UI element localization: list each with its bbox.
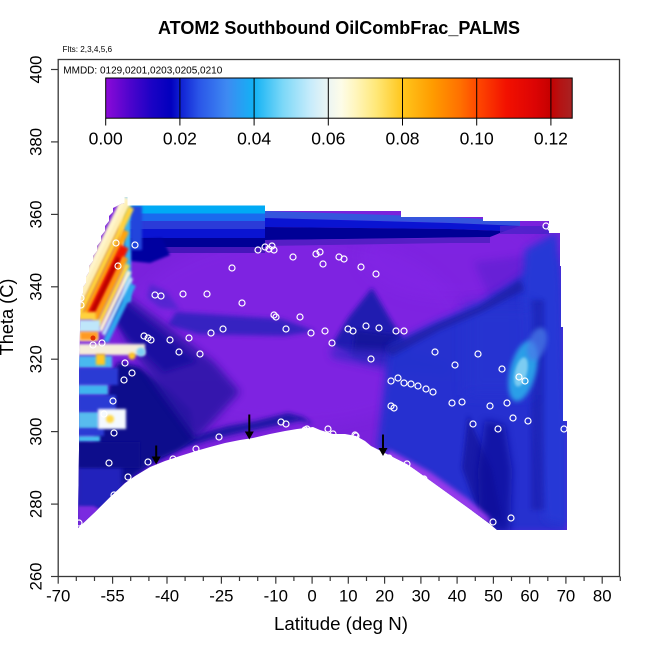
svg-text:0.04: 0.04 bbox=[237, 129, 271, 149]
svg-text:60: 60 bbox=[520, 587, 539, 606]
svg-text:10: 10 bbox=[339, 587, 358, 606]
svg-text:50: 50 bbox=[484, 587, 503, 606]
svg-text:80: 80 bbox=[593, 587, 612, 606]
svg-text:0.10: 0.10 bbox=[460, 129, 494, 149]
svg-text:-10: -10 bbox=[264, 587, 288, 606]
svg-text:Flts: 2,3,4,5,6: Flts: 2,3,4,5,6 bbox=[63, 45, 113, 54]
svg-text:-40: -40 bbox=[155, 587, 179, 606]
svg-text:320: 320 bbox=[27, 345, 46, 373]
svg-text:20: 20 bbox=[375, 587, 394, 606]
svg-text:380: 380 bbox=[27, 128, 46, 156]
svg-text:0.06: 0.06 bbox=[311, 129, 345, 149]
svg-text:0.12: 0.12 bbox=[534, 129, 568, 149]
svg-text:260: 260 bbox=[27, 563, 46, 591]
svg-text:70: 70 bbox=[557, 587, 576, 606]
svg-text:-70: -70 bbox=[46, 587, 70, 606]
svg-text:340: 340 bbox=[27, 273, 46, 301]
svg-text:0.00: 0.00 bbox=[89, 129, 123, 149]
svg-text:MMDD: 0129,0201,0203,0205,0210: MMDD: 0129,0201,0203,0205,0210 bbox=[63, 66, 222, 77]
svg-text:40: 40 bbox=[448, 587, 467, 606]
svg-text:Latitude (deg N): Latitude (deg N) bbox=[274, 613, 408, 634]
svg-text:-25: -25 bbox=[209, 587, 233, 606]
svg-text:360: 360 bbox=[27, 200, 46, 228]
svg-text:280: 280 bbox=[27, 490, 46, 518]
svg-text:0.02: 0.02 bbox=[163, 129, 197, 149]
svg-text:ATOM2 Southbound OilCombFrac_P: ATOM2 Southbound OilCombFrac_PALMS bbox=[158, 18, 520, 38]
svg-text:0: 0 bbox=[307, 587, 316, 606]
svg-text:-55: -55 bbox=[100, 587, 124, 606]
svg-text:400: 400 bbox=[27, 56, 46, 84]
svg-text:0.08: 0.08 bbox=[385, 129, 419, 149]
svg-text:30: 30 bbox=[412, 587, 431, 606]
svg-text:300: 300 bbox=[27, 418, 46, 446]
svg-text:Theta (C): Theta (C) bbox=[0, 279, 17, 356]
